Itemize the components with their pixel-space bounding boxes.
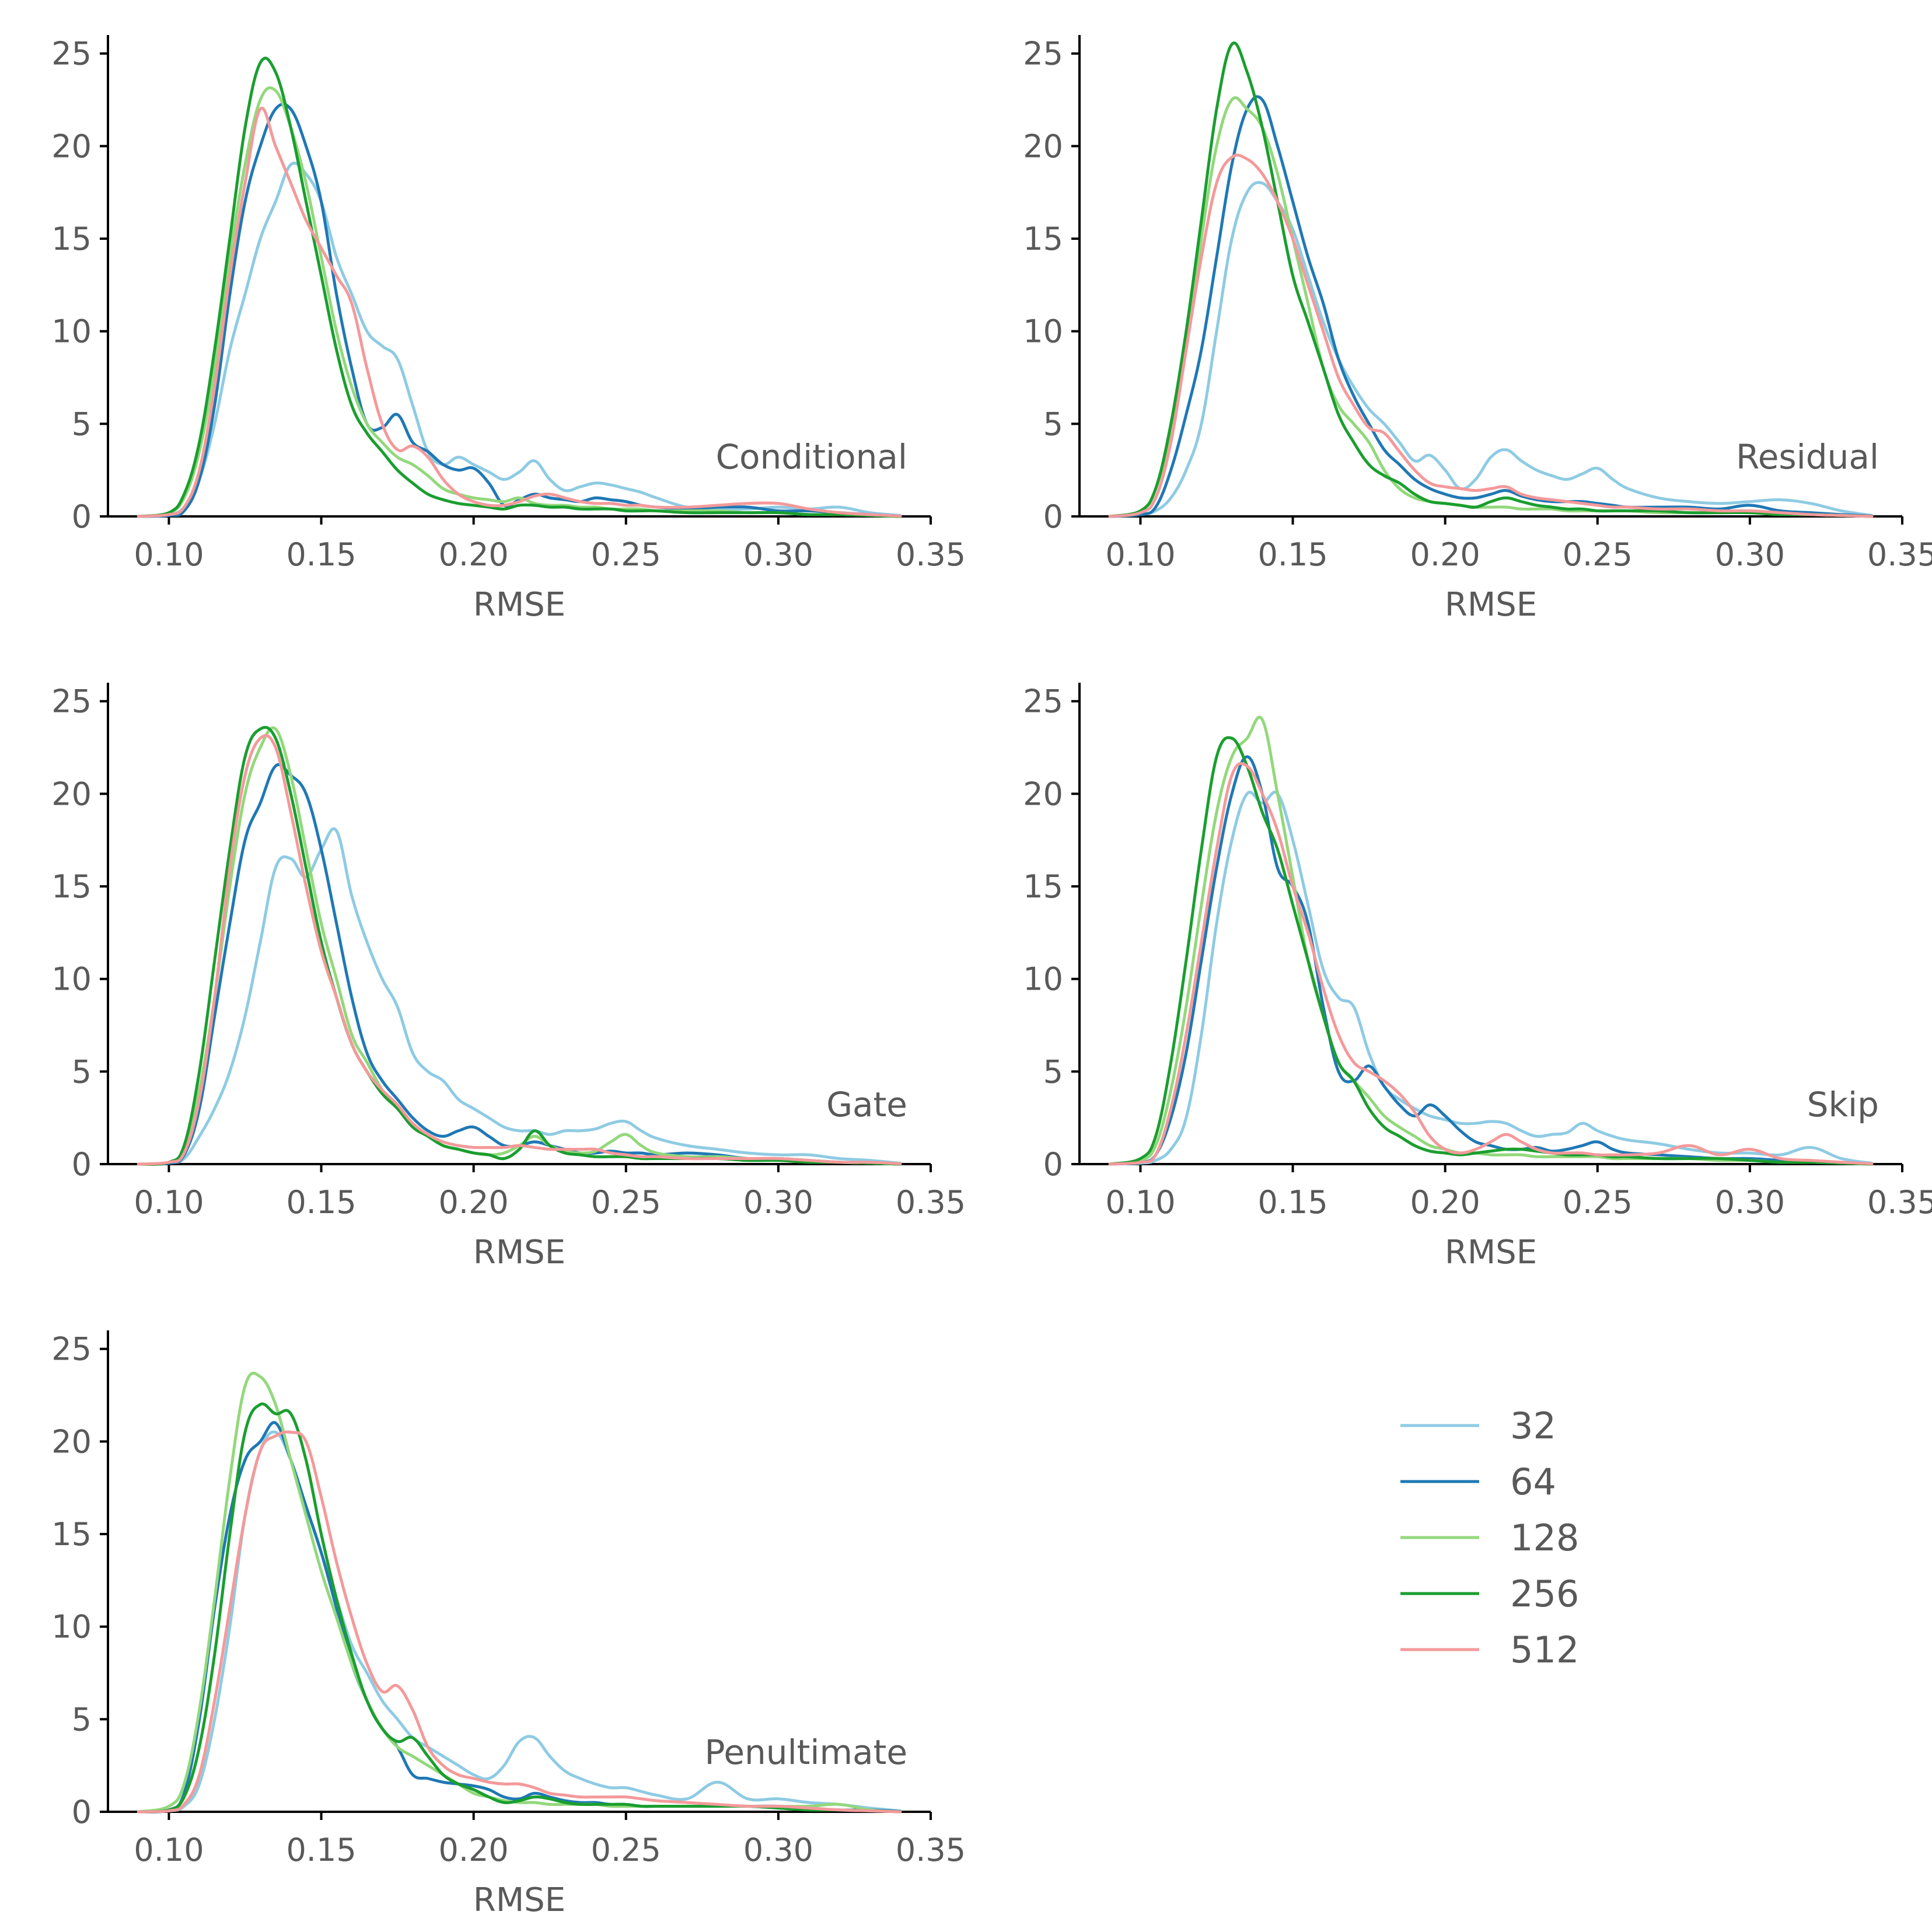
y-tick-label: 5 bbox=[1043, 1053, 1063, 1090]
panel-conditional: 0 5 10 15 20 25 0.10 0.15 0.20 0.25 0.30 0.35 RMSE Co… bbox=[51, 35, 966, 624]
y-tick-label: 25 bbox=[51, 683, 92, 720]
panel-title: Penultimate bbox=[704, 1732, 907, 1772]
y-tick-label: 10 bbox=[51, 961, 92, 998]
x-tick-label: 0.15 bbox=[286, 1184, 356, 1221]
x-tick-label: 0.25 bbox=[591, 1832, 661, 1868]
x-tick-label: 0.20 bbox=[439, 1184, 509, 1221]
x-tick-label: 0.10 bbox=[134, 1832, 204, 1868]
x-tick-label: 0.25 bbox=[1563, 1184, 1633, 1221]
y-tick-label: 0 bbox=[72, 1794, 92, 1830]
x-tick-label: 0.20 bbox=[1410, 536, 1480, 573]
series-line-512 bbox=[137, 733, 902, 1166]
y-tick-label: 15 bbox=[51, 1516, 92, 1553]
y-tick-label: 25 bbox=[51, 1331, 92, 1368]
y-tick-label: 20 bbox=[51, 1423, 92, 1460]
x-tick-label: 0.15 bbox=[1257, 1184, 1327, 1221]
series-line-512 bbox=[1108, 762, 1874, 1166]
x-tick-label: 0.25 bbox=[1563, 536, 1633, 573]
x-tick-label: 0.25 bbox=[591, 1184, 661, 1221]
y-tick-label: 15 bbox=[51, 221, 92, 257]
series-line-256 bbox=[137, 726, 902, 1166]
x-axis-label: RMSE bbox=[473, 586, 565, 624]
y-tick-label: 25 bbox=[1023, 683, 1063, 720]
panel-title: Conditional bbox=[716, 437, 907, 477]
series-line-64 bbox=[137, 763, 902, 1166]
x-tick-label: 0.35 bbox=[896, 1832, 966, 1868]
panel-skip: 0 5 10 15 20 25 0.10 0.15 0.20 0.25 0.30 0.35 RMSE Sk… bbox=[1023, 683, 1932, 1271]
y-tick-label: 5 bbox=[1043, 406, 1063, 442]
y-tick-label: 10 bbox=[51, 1609, 92, 1645]
x-tick-label: 0.30 bbox=[743, 1832, 813, 1868]
y-tick-label: 25 bbox=[1023, 36, 1063, 72]
x-axis-label: RMSE bbox=[473, 1881, 565, 1919]
x-tick-label: 0.25 bbox=[591, 536, 661, 573]
x-tick-label: 0.35 bbox=[1867, 1184, 1932, 1221]
x-tick-label: 0.20 bbox=[439, 1832, 509, 1868]
x-tick-label: 0.10 bbox=[1105, 1184, 1175, 1221]
x-tick-label: 0.10 bbox=[1105, 536, 1175, 573]
y-tick-label: 20 bbox=[51, 128, 92, 165]
panel-title: Skip bbox=[1807, 1085, 1879, 1124]
y-tick-label: 10 bbox=[1023, 961, 1063, 998]
x-tick-label: 0.30 bbox=[743, 536, 813, 573]
x-tick-label: 0.30 bbox=[1715, 536, 1785, 573]
x-tick-label: 0.35 bbox=[896, 536, 966, 573]
series-line-512 bbox=[137, 106, 902, 518]
x-tick-label: 0.30 bbox=[1715, 1184, 1785, 1221]
series-line-512 bbox=[137, 1430, 902, 1814]
legend-label-32: 32 bbox=[1510, 1405, 1556, 1447]
panel-gate: 0 5 10 15 20 25 0.10 0.15 0.20 0.25 0.30 0.35 RMSE Ga… bbox=[51, 683, 966, 1271]
panel-title: Residual bbox=[1736, 437, 1879, 477]
series-line-256 bbox=[137, 1402, 902, 1814]
y-tick-label: 0 bbox=[72, 498, 92, 535]
y-tick-label: 10 bbox=[51, 313, 92, 350]
y-tick-label: 0 bbox=[72, 1146, 92, 1183]
series-line-32 bbox=[137, 827, 902, 1166]
y-tick-label: 5 bbox=[72, 1701, 92, 1738]
x-tick-label: 0.15 bbox=[286, 1832, 356, 1868]
series-line-32 bbox=[1108, 791, 1874, 1166]
y-tick-label: 5 bbox=[72, 406, 92, 442]
legend: 32 64 128 256 512 bbox=[1400, 1405, 1579, 1671]
x-tick-label: 0.20 bbox=[439, 536, 509, 573]
legend-label-64: 64 bbox=[1510, 1461, 1556, 1503]
series-line-256 bbox=[1108, 736, 1874, 1166]
series-line-128 bbox=[1108, 715, 1874, 1166]
x-axis-label: RMSE bbox=[1445, 1234, 1537, 1271]
legend-label-128: 128 bbox=[1510, 1517, 1579, 1559]
x-tick-label: 0.10 bbox=[134, 536, 204, 573]
y-tick-label: 15 bbox=[51, 868, 92, 905]
panel-residual: 0 5 10 15 20 25 0.10 0.15 0.20 0.25 0.30 0.35 RMSE Re… bbox=[1023, 35, 1932, 624]
series-line-32 bbox=[1108, 181, 1874, 518]
y-tick-label: 20 bbox=[1023, 128, 1063, 165]
x-tick-label: 0.20 bbox=[1410, 1184, 1480, 1221]
y-tick-label: 5 bbox=[72, 1053, 92, 1090]
y-tick-label: 25 bbox=[51, 36, 92, 72]
series-line-256 bbox=[137, 57, 902, 518]
x-tick-label: 0.15 bbox=[286, 536, 356, 573]
series-line-64 bbox=[1108, 755, 1874, 1166]
x-tick-label: 0.35 bbox=[1867, 536, 1932, 573]
y-tick-label: 10 bbox=[1023, 313, 1063, 350]
x-axis-label: RMSE bbox=[1445, 586, 1537, 624]
x-tick-label: 0.35 bbox=[896, 1184, 966, 1221]
y-tick-label: 15 bbox=[1023, 868, 1063, 905]
y-tick-label: 0 bbox=[1043, 498, 1063, 535]
x-tick-label: 0.10 bbox=[134, 1184, 204, 1221]
series-line-256 bbox=[1108, 41, 1874, 518]
series-line-128 bbox=[137, 726, 902, 1166]
panel-penultimate: 0 5 10 15 20 25 0.10 0.15 0.20 0.25 0.30 0.35 RMSE Pe… bbox=[51, 1330, 966, 1919]
y-tick-label: 0 bbox=[1043, 1146, 1063, 1183]
y-tick-label: 15 bbox=[1023, 221, 1063, 257]
y-tick-label: 20 bbox=[1023, 775, 1063, 812]
x-axis-label: RMSE bbox=[473, 1234, 565, 1271]
legend-label-512: 512 bbox=[1510, 1629, 1579, 1671]
x-tick-label: 0.15 bbox=[1257, 536, 1327, 573]
series-line-512 bbox=[1108, 153, 1874, 518]
legend-label-256: 256 bbox=[1510, 1573, 1579, 1615]
y-tick-label: 20 bbox=[51, 775, 92, 812]
panel-title: Gate bbox=[826, 1085, 907, 1124]
x-tick-label: 0.30 bbox=[743, 1184, 813, 1221]
